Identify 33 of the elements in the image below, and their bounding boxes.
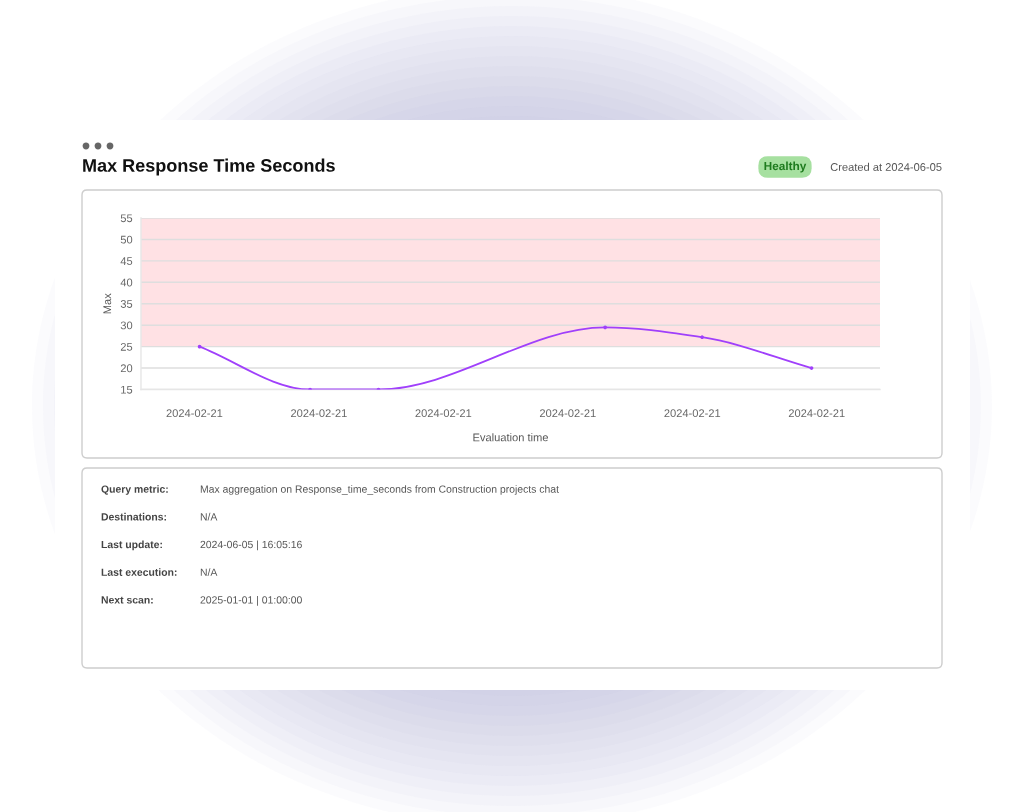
text: 2024-06-05 | 16:05:16 <box>200 540 302 551</box>
y-axis-title: Max <box>103 293 112 314</box>
text: Max aggregation on Response_time_seconds from Construction projects chat <box>200 485 559 495</box>
point <box>603 325 607 330</box>
y-tick-label: 30 <box>120 321 133 330</box>
point <box>700 335 704 340</box>
text: Destinations: <box>101 512 166 521</box>
chart-title: Max Response Time Seconds <box>83 158 335 176</box>
text: N/A <box>200 568 218 576</box>
y-tick-label: 50 <box>120 235 133 244</box>
y-tick-label: 45 <box>120 257 133 266</box>
x-axis-title: Evaluation time <box>473 433 548 442</box>
x-tick-label: 2024-02-21 <box>539 409 596 418</box>
point <box>809 366 814 370</box>
text: Query metric: <box>101 485 168 495</box>
text: Last execution: <box>101 568 177 576</box>
y-tick-label: 55 <box>120 214 133 223</box>
y-tick-label: 40 <box>120 278 133 287</box>
text: Healthy <box>764 161 807 173</box>
text: 2025-01-01 | 01:00:00 <box>200 595 302 606</box>
x-tick-label: 2024-02-21 <box>788 409 845 418</box>
y-tick-label: 15 <box>121 385 133 394</box>
y-tick-label: 35 <box>120 300 133 308</box>
y-tick-label: 25 <box>120 342 133 351</box>
text: Last update: <box>101 540 162 551</box>
x-tick-label: 2024-02-21 <box>664 409 721 418</box>
text: N/A <box>200 512 218 521</box>
text: Created at 2024-06-05 <box>830 162 942 171</box>
x-tick-label: 2024-02-21 <box>166 409 223 418</box>
x-tick-label: 2024-02-21 <box>291 409 347 418</box>
y-tick-label: 20 <box>120 364 133 373</box>
x-tick-label: 2024-02-21 <box>415 409 472 418</box>
text: Next scan: <box>101 596 153 604</box>
